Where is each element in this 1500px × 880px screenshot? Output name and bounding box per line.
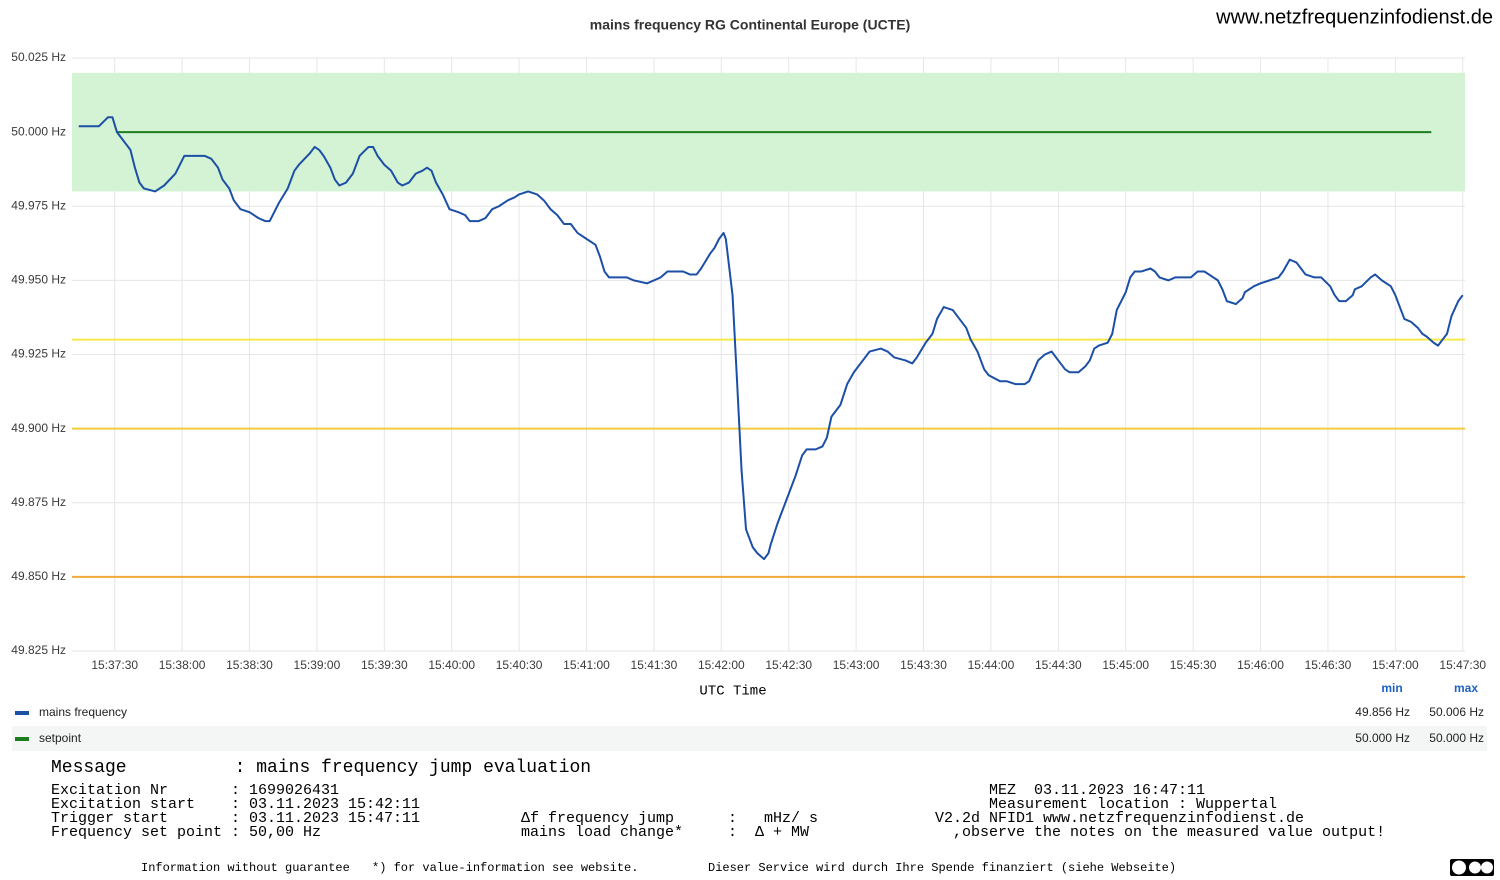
x-tick-label: 15:47:00 [1372,658,1419,672]
x-tick-label: 15:43:00 [833,658,880,672]
chart-title: mains frequency RG Continental Europe (U… [590,17,910,33]
panel-line: mains load change* : Δ + MW [521,824,809,841]
panel-line: Excitation start : 03.11.2023 15:42:11 [51,796,420,813]
legend-value: 50.006 Hz [1429,705,1484,719]
legend-value: 50.000 Hz [1355,731,1410,745]
x-tick-label: 15:41:30 [631,658,678,672]
cc-icon [1450,859,1494,876]
x-tick-label: 15:46:00 [1237,658,1284,672]
x-tick-label: 15:38:00 [159,658,206,672]
x-tick-label: 15:47:30 [1439,658,1486,672]
y-tick-label: 49.950 Hz [11,273,66,287]
x-tick-label: 15:39:00 [294,658,341,672]
x-tick-label: 15:40:30 [496,658,543,672]
x-tick-label: 15:45:30 [1170,658,1217,672]
x-tick-label: 15:45:00 [1102,658,1149,672]
x-tick-label: 15:37:30 [91,658,138,672]
legend-swatch [15,737,29,741]
series-line [78,116,1464,561]
legend-label: setpoint [39,731,82,745]
x-tick-label: 15:42:00 [698,658,745,672]
x-tick-label: 15:38:30 [226,658,273,672]
x-tick-label: 15:43:30 [900,658,947,672]
y-tick-label: 49.825 Hz [11,643,66,657]
panel-line: Measurement location : Wuppertal [989,796,1277,813]
panel-line: MEZ 03.11.2023 16:47:11 [989,782,1205,799]
legend-value: 50.000 Hz [1429,731,1484,745]
x-tick-label: 15:40:00 [428,658,475,672]
y-tick-label: 49.850 Hz [11,569,66,583]
panel-line: Δf frequency jump : mHz/ s [521,810,818,827]
y-tick-label: 50.000 Hz [11,124,66,138]
footer-text: *) for value-information see website. [372,861,638,875]
x-tick-label: 15:41:00 [563,658,610,672]
x-tick-label: 15:46:30 [1305,658,1352,672]
footer-text: Information without guarantee [141,861,350,875]
legend-value: 49.856 Hz [1355,705,1410,719]
plot: 49.825 Hz 49.850 Hz 49.875 Hz 49.900 Hz 49.9… [11,50,1486,672]
site-name: www.netzfrequenzinfodienst.de [1215,6,1493,28]
notice: ,observe the notes on the measured value… [953,824,1385,841]
legend-header: max [1454,681,1478,695]
version: V2.2d NFID1 www.netzfrequenzinfodienst.d… [935,810,1304,827]
y-tick-label: 49.875 Hz [11,495,66,509]
message: Message : mains frequency jump evaluatio… [51,758,591,778]
panel-line: Frequency set point : 50,00 Hz [51,824,321,841]
x-tick-label: 15:42:30 [765,658,812,672]
legend-swatch [15,711,29,715]
panel-line: Excitation Nr : 1699026431 [51,782,339,799]
y-tick-label: 49.975 Hz [11,198,66,212]
x-tick-label: 15:44:30 [1035,658,1082,672]
footer-text: Dieser Service wird durch Ihre Spende fi… [708,861,1176,875]
y-tick-label: 49.900 Hz [11,421,66,435]
x-tick-label: 15:44:00 [968,658,1015,672]
x-axis-label: UTC Time [699,684,766,700]
y-tick-label: 49.925 Hz [11,347,66,361]
legend-row-bg [12,726,1487,751]
legend-header: min [1381,681,1402,695]
x-tick-label: 15:39:30 [361,658,408,672]
legend-label: mains frequency [39,705,127,719]
panel-line: Trigger start : 03.11.2023 15:47:11 [51,810,420,827]
y-tick-label: 50.025 Hz [11,50,66,64]
